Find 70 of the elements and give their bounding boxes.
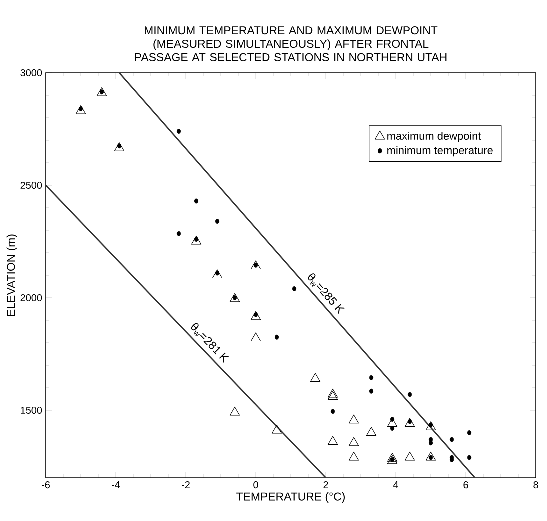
point [428, 455, 434, 460]
point [292, 286, 297, 292]
point [274, 334, 280, 340]
y-axis-title: ELEVATION (m) [6, 234, 18, 316]
point [408, 392, 412, 398]
point [230, 293, 240, 302]
point [117, 144, 122, 149]
point [250, 311, 262, 320]
y-tick-label: 3000 [20, 69, 42, 77]
point [194, 237, 199, 242]
x-tick-label: 6 [464, 482, 468, 489]
point [328, 391, 338, 400]
point [78, 106, 84, 112]
point [212, 270, 223, 279]
point [215, 219, 220, 224]
point [100, 90, 104, 95]
point [369, 388, 374, 394]
point [230, 406, 240, 416]
point [232, 296, 238, 300]
point [176, 129, 182, 134]
point [254, 262, 258, 268]
point [467, 430, 472, 436]
point [310, 373, 321, 382]
y-tick-label: 1500 [21, 406, 42, 414]
point [426, 422, 436, 430]
point [404, 418, 416, 428]
point [191, 236, 202, 245]
point [387, 455, 398, 464]
point [404, 452, 416, 461]
point [408, 419, 412, 424]
point [250, 260, 262, 270]
chart-title: MINIMUM TEMPERATURE AND MAXIMUM DEWPOINT (MEASURED SIMULTANEOUSLY) AFTER FRONTAL PASSAGE AT SELECTED STATIONS IN NORTHERN UTAH [135, 26, 447, 62]
x-tick-label: 2 [324, 482, 328, 488]
point [390, 426, 395, 431]
x-tick-label: 4 [393, 482, 398, 488]
point [76, 105, 86, 114]
point [348, 452, 360, 461]
point [194, 198, 199, 204]
y-tick-label: 2500 [20, 182, 42, 190]
point [428, 422, 434, 428]
y-tick-label: 2000 [20, 294, 42, 302]
legend-label: minimum temperature [388, 146, 493, 157]
point [369, 375, 374, 380]
point [250, 332, 262, 342]
point [348, 437, 360, 446]
point [330, 409, 336, 414]
legend-label: maximum dewpoint [388, 132, 482, 142]
point [426, 452, 436, 461]
point [328, 436, 338, 446]
x-tick-label: -2 [182, 482, 190, 488]
x-tick-label: -4 [112, 482, 120, 488]
point [366, 427, 377, 436]
point [467, 455, 472, 460]
x-axis-title: TEMPERATURE (°C) [236, 492, 345, 504]
point [428, 440, 434, 446]
point [450, 437, 454, 442]
point [328, 388, 338, 398]
x-tick-label: 0 [254, 482, 258, 489]
point [215, 270, 220, 276]
point [254, 312, 258, 318]
point [272, 424, 282, 434]
point [176, 231, 182, 236]
point [114, 142, 125, 152]
point [348, 414, 360, 424]
point [390, 458, 395, 462]
point [96, 87, 108, 96]
point [390, 417, 395, 422]
x-tick-label: -6 [42, 482, 50, 489]
point [387, 453, 398, 462]
x-tick-label: 8 [534, 482, 538, 489]
